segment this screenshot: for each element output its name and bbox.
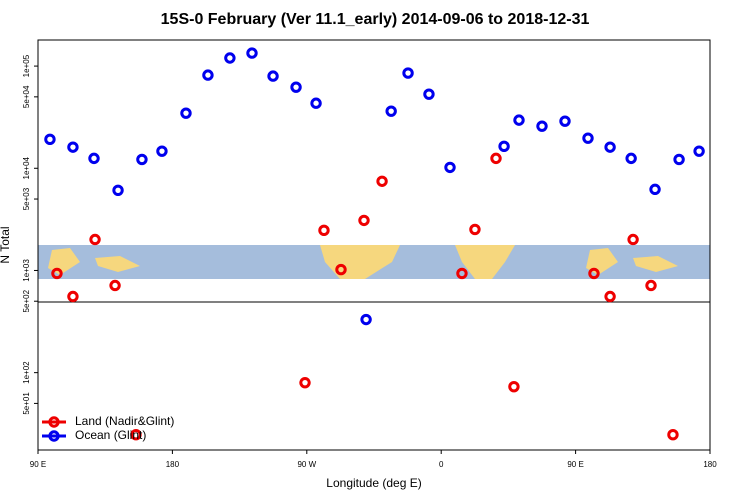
point [290, 81, 302, 93]
point [625, 152, 637, 165]
point [402, 67, 414, 79]
point [376, 175, 388, 187]
y-tick-label: 5e+02 [22, 289, 31, 312]
point [156, 145, 168, 157]
point [627, 233, 639, 246]
point [513, 114, 525, 126]
point [109, 279, 121, 292]
point [267, 70, 279, 82]
point [693, 145, 705, 157]
chart-title: 15S-0 February (Ver 11.1_early) 2014-09-… [161, 11, 590, 28]
point [604, 290, 616, 303]
point [645, 279, 657, 292]
x-tick-label: 90 W [297, 460, 316, 469]
legend-marker [48, 430, 60, 442]
point [67, 290, 79, 303]
point [673, 153, 685, 166]
point [88, 152, 100, 165]
y-tick-label: 5e+01 [22, 392, 31, 415]
point [136, 153, 148, 166]
x-axis-label: Longitude (deg E) [326, 476, 421, 490]
point [456, 267, 468, 280]
point [604, 141, 616, 153]
y-axis-label: N Total [0, 226, 12, 263]
y-tick-label: 1e+03 [22, 259, 31, 282]
point [444, 161, 456, 174]
map-background [38, 245, 710, 279]
y-tick-label: 1e+04 [22, 156, 31, 179]
point [649, 183, 661, 196]
x-tick-label: 90 E [30, 460, 46, 469]
point [588, 267, 600, 280]
y-tick-label: 1e+02 [22, 361, 31, 384]
point [358, 214, 370, 227]
x-tick-label: 0 [439, 460, 444, 469]
point [490, 152, 502, 165]
y-tick-label: 5e+04 [22, 85, 31, 108]
plot-frame [37, 39, 711, 451]
y-tick-label: 5e+03 [22, 187, 31, 210]
x-tick-label: 180 [166, 460, 180, 469]
x-tick-label: 90 E [567, 460, 583, 469]
point [246, 47, 258, 59]
point [469, 223, 481, 236]
point [89, 233, 101, 246]
legend-label: Ocean (Glint) [75, 428, 146, 442]
point [180, 107, 192, 119]
point [44, 133, 56, 146]
point [360, 313, 372, 326]
point [385, 105, 397, 117]
point [423, 88, 435, 100]
point [310, 97, 322, 109]
point [51, 267, 63, 280]
point [130, 429, 142, 441]
point [299, 376, 311, 389]
point [202, 69, 214, 81]
y-tick-label: 1e+05 [22, 54, 31, 77]
point [536, 120, 548, 132]
point [224, 52, 236, 64]
point [318, 224, 330, 237]
point [67, 141, 79, 153]
point [498, 140, 510, 153]
point [582, 132, 594, 144]
point [335, 263, 347, 276]
x-tick-label: 180 [703, 460, 717, 469]
point [667, 429, 679, 441]
point [559, 115, 571, 127]
point [112, 184, 124, 196]
legend-marker [48, 416, 60, 428]
point [508, 380, 520, 393]
legend-label: Land (Nadir&Glint) [75, 414, 174, 428]
